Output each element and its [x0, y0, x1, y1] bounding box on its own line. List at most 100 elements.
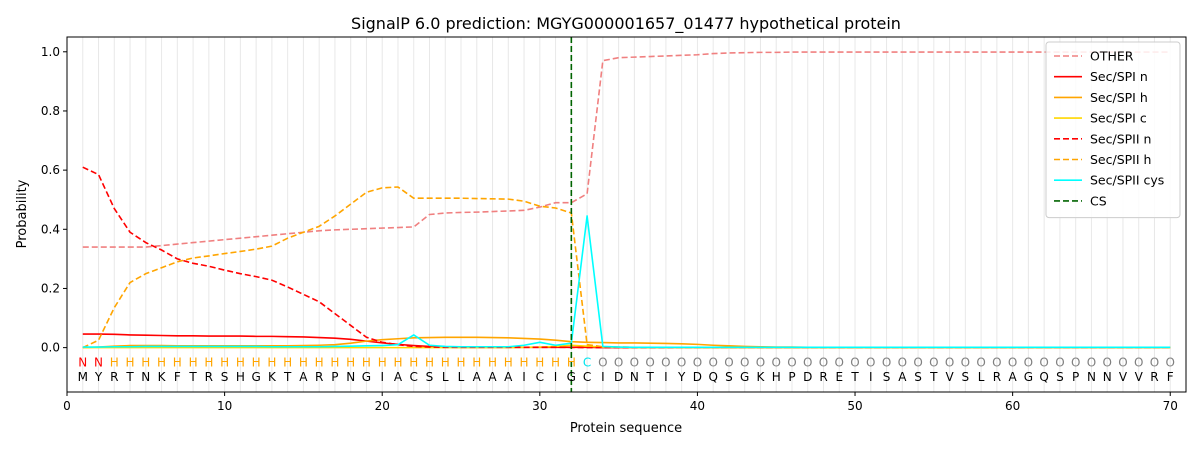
residue-label: A [299, 370, 308, 384]
residue-label: V [1135, 370, 1144, 384]
residue-label: K [158, 370, 167, 384]
series-lines [82, 51, 1171, 349]
region-label: O [787, 355, 796, 369]
residue-label: T [645, 370, 654, 384]
residue-label: I [869, 370, 873, 384]
region-label: O [740, 355, 749, 369]
region-label: O [630, 355, 639, 369]
y-axis: 0.0 0.2 0.4 0.6 0.8 1.0 [41, 45, 67, 355]
residue-label: D [693, 370, 702, 384]
residue-label: G [1024, 370, 1033, 384]
region-label: H [141, 355, 150, 369]
region-label: H [393, 355, 402, 369]
region-label: O [945, 355, 954, 369]
legend: OTHER Sec/SPI n Sec/SPI h Sec/SPI c Sec/SPII… [1045, 41, 1181, 219]
region-label: O [645, 355, 654, 369]
region-label: O [866, 355, 875, 369]
residue-label: N [630, 370, 639, 384]
region-label: O [835, 355, 844, 369]
region-label: O [1118, 355, 1127, 369]
region-label: O [1150, 355, 1159, 369]
residue-label: A [394, 370, 403, 384]
region-label: O [1055, 355, 1064, 369]
x-tick-label: 30 [532, 399, 547, 413]
residue-label: G [567, 370, 576, 384]
region-label: O [1134, 355, 1143, 369]
residue-label: C [410, 370, 418, 384]
chart-title: SignalP 6.0 prediction: MGYG000001657_01… [351, 14, 901, 34]
region-label: H [551, 355, 560, 369]
y-tick-label: 1.0 [41, 45, 60, 59]
plot-frame [66, 36, 1187, 393]
region-label: O [708, 355, 717, 369]
region-label: H [567, 355, 576, 369]
residue-label: S [914, 370, 922, 384]
residue-label: T [283, 370, 292, 384]
residue-label: I [380, 370, 384, 384]
residue-label: C [583, 370, 591, 384]
residue-label: I [554, 370, 558, 384]
region-label: O [677, 355, 686, 369]
residue-label: R [993, 370, 1001, 384]
region-label: O [756, 355, 765, 369]
x-tick-label: 50 [847, 399, 862, 413]
region-label: H [409, 355, 418, 369]
region-label: O [850, 355, 859, 369]
region-label: H [126, 355, 135, 369]
region-label: O [1039, 355, 1048, 369]
residue-label: G [362, 370, 371, 384]
legend-label: Sec/SPI c [1090, 111, 1147, 126]
y-tick-label: 0.2 [41, 281, 60, 295]
region-label: O [661, 355, 670, 369]
residue-label: N [346, 370, 355, 384]
region-label: O [976, 355, 985, 369]
residue-label: R [110, 370, 118, 384]
region-label: O [1008, 355, 1017, 369]
region-label: H [267, 355, 276, 369]
region-label: H [441, 355, 450, 369]
residue-label: P [788, 370, 795, 384]
region-label: H [472, 355, 481, 369]
x-tick-label: 20 [375, 399, 390, 413]
x-axis: 0 10 20 30 40 50 60 70 [63, 392, 1178, 413]
residue-label: H [236, 370, 245, 384]
residue-label: A [473, 370, 482, 384]
residue-label: F [1167, 370, 1174, 384]
region-label: O [929, 355, 938, 369]
region-label: H [378, 355, 387, 369]
region-label: O [614, 355, 623, 369]
residue-label: K [757, 370, 766, 384]
region-label: H [173, 355, 182, 369]
legend-label: Sec/SPII n [1090, 131, 1151, 146]
region-label: H [425, 355, 434, 369]
region-label: H [315, 355, 324, 369]
region-label: O [598, 355, 607, 369]
residue-label: A [504, 370, 513, 384]
region-label: H [189, 355, 198, 369]
residue-label: R [315, 370, 323, 384]
region-label: H [362, 355, 371, 369]
region-label: O [882, 355, 891, 369]
region-label: O [1102, 355, 1111, 369]
residue-label: S [962, 370, 970, 384]
residue-label: R [819, 370, 827, 384]
residue-label: G [740, 370, 749, 384]
residue-label: P [331, 370, 338, 384]
region-label: H [236, 355, 245, 369]
residue-label: R [205, 370, 213, 384]
residue-label: K [268, 370, 277, 384]
residue-label: S [221, 370, 229, 384]
legend-label: Sec/SPII h [1090, 152, 1151, 167]
residue-label: T [850, 370, 859, 384]
y-tick-label: 0.8 [41, 104, 60, 118]
residue-label: L [458, 370, 465, 384]
y-tick-label: 0.0 [41, 341, 60, 355]
residue-label: D [803, 370, 812, 384]
region-label: H [204, 355, 213, 369]
residue-label: L [978, 370, 985, 384]
region-label: O [693, 355, 702, 369]
residue-label: S [426, 370, 434, 384]
region-label: O [1087, 355, 1096, 369]
